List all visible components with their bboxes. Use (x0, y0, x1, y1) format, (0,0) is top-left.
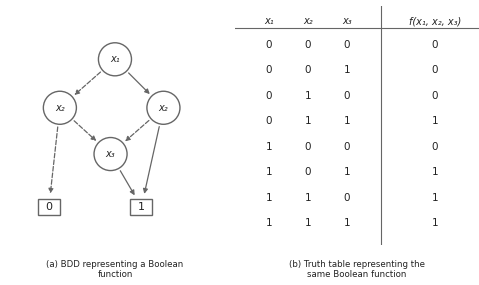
Text: 1: 1 (305, 91, 311, 101)
Text: 0: 0 (266, 91, 272, 101)
Text: x₃: x₃ (342, 17, 352, 27)
Text: 1: 1 (344, 168, 351, 178)
Text: 0: 0 (266, 117, 272, 127)
Text: 1: 1 (432, 168, 438, 178)
Circle shape (43, 91, 77, 124)
Text: 0: 0 (432, 142, 438, 152)
Text: (a) BDD representing a Boolean
function: (a) BDD representing a Boolean function (46, 260, 183, 279)
Text: x₂: x₂ (55, 103, 65, 113)
Circle shape (147, 91, 180, 124)
Text: 0: 0 (344, 142, 350, 152)
Text: 1: 1 (305, 117, 311, 127)
Text: 0: 0 (432, 91, 438, 101)
Text: 0: 0 (344, 193, 350, 203)
Text: 0: 0 (344, 40, 350, 50)
Text: (b) Truth table representing the
same Boolean function: (b) Truth table representing the same Bo… (289, 260, 425, 279)
Text: 0: 0 (432, 66, 438, 76)
Text: 1: 1 (344, 117, 351, 127)
Text: 0: 0 (305, 40, 311, 50)
Text: 1: 1 (265, 168, 272, 178)
Text: 0: 0 (344, 91, 350, 101)
Text: 1: 1 (432, 193, 438, 203)
Text: 0: 0 (432, 40, 438, 50)
Text: x₃: x₃ (106, 149, 115, 159)
Text: x₂: x₂ (159, 103, 168, 113)
Text: 1: 1 (344, 66, 351, 76)
Text: 0: 0 (46, 202, 52, 212)
Bar (130, 199, 152, 215)
Circle shape (94, 138, 127, 170)
Text: 1: 1 (265, 218, 272, 229)
Text: 0: 0 (305, 66, 311, 76)
Text: 1: 1 (265, 142, 272, 152)
Text: x₁: x₁ (110, 54, 120, 64)
Text: x₁: x₁ (264, 17, 274, 27)
Bar (38, 199, 60, 215)
Text: 1: 1 (305, 218, 311, 229)
Text: 1: 1 (432, 117, 438, 127)
Text: 0: 0 (305, 168, 311, 178)
Text: 1: 1 (138, 202, 145, 212)
Text: 1: 1 (344, 218, 351, 229)
Text: 1: 1 (432, 218, 438, 229)
Text: x₂: x₂ (303, 17, 313, 27)
Circle shape (99, 43, 131, 76)
Text: 1: 1 (265, 193, 272, 203)
Text: 0: 0 (305, 142, 311, 152)
Text: 0: 0 (266, 40, 272, 50)
Text: 1: 1 (305, 193, 311, 203)
Text: f(x₁, x₂, x₃): f(x₁, x₂, x₃) (409, 17, 461, 27)
Text: 0: 0 (266, 66, 272, 76)
